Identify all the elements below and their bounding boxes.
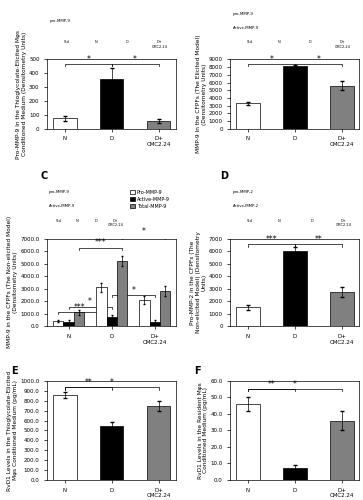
Text: ***: ***: [74, 302, 86, 312]
Bar: [241, 190, 258, 196]
Bar: [330, 86, 354, 129]
Y-axis label: Pro-MMP-9 In the Thioglycolate-Elicited Mφs
Conditioned Medium (Densitometry Uni: Pro-MMP-9 In the Thioglycolate-Elicited …: [16, 30, 27, 158]
Bar: [88, 18, 105, 24]
Text: F: F: [194, 366, 201, 376]
Bar: [100, 79, 123, 129]
Text: D+
CMC2.24: D+ CMC2.24: [151, 40, 167, 49]
Text: D+
CMC2.24: D+ CMC2.24: [107, 218, 123, 228]
Text: *: *: [142, 227, 146, 236]
Text: ***: ***: [266, 235, 277, 244]
Bar: [54, 190, 64, 196]
Y-axis label: MMP-9 In the CFPFs (The Elicited Model)
(Densitometry Units): MMP-9 In the CFPFs (The Elicited Model) …: [196, 35, 207, 154]
Text: *: *: [133, 54, 137, 64]
Bar: [283, 468, 307, 480]
Y-axis label: RvD1 Levels in the Resident Mφs
Conditioned Medium (pg/mL): RvD1 Levels in the Resident Mφs Conditio…: [197, 382, 208, 479]
Text: *: *: [317, 54, 320, 64]
Bar: [110, 190, 121, 196]
Text: Active-MMP-9: Active-MMP-9: [233, 26, 259, 30]
Text: D: D: [126, 40, 129, 44]
Text: Std: Std: [247, 218, 253, 222]
Y-axis label: MMP-9 in the CFPFs (The Non-elicited Model)
(Densitometry Units): MMP-9 in the CFPFs (The Non-elicited Mod…: [7, 216, 18, 348]
Text: pro-MMP-2: pro-MMP-2: [233, 190, 254, 194]
Bar: [303, 204, 320, 208]
Bar: [106, 318, 117, 326]
Text: Std: Std: [56, 218, 62, 222]
Bar: [303, 190, 320, 196]
Text: **: **: [314, 235, 322, 244]
Bar: [58, 18, 75, 24]
Bar: [74, 312, 84, 326]
Bar: [150, 322, 160, 326]
Text: *: *: [131, 286, 135, 294]
Text: *: *: [269, 54, 273, 64]
Bar: [53, 322, 64, 326]
Bar: [147, 406, 170, 480]
Bar: [54, 204, 64, 208]
Text: Std: Std: [64, 40, 70, 44]
Bar: [96, 288, 106, 326]
Bar: [236, 104, 260, 129]
Text: pro-MMP-9: pro-MMP-9: [50, 19, 71, 23]
Bar: [271, 204, 288, 208]
Text: N: N: [278, 218, 281, 222]
Text: D: D: [95, 218, 97, 222]
Y-axis label: Pro-MMP-2 in the CFPFs (The
Non-elicited Model) (Densitometry
Units): Pro-MMP-2 in the CFPFs (The Non-elicited…: [190, 232, 207, 334]
Bar: [117, 261, 127, 326]
Bar: [335, 204, 352, 208]
Bar: [271, 190, 288, 196]
Bar: [64, 322, 74, 326]
Bar: [91, 190, 101, 196]
Text: pro-MMP-9: pro-MMP-9: [233, 12, 254, 16]
Bar: [139, 300, 150, 326]
Text: *: *: [88, 297, 92, 306]
Text: B: B: [224, 0, 231, 2]
Text: *: *: [110, 378, 114, 387]
Bar: [100, 426, 123, 480]
Text: ***: ***: [95, 238, 106, 248]
Bar: [335, 190, 352, 196]
Text: **: **: [268, 380, 275, 388]
Bar: [302, 12, 319, 17]
Bar: [283, 251, 307, 326]
Bar: [330, 420, 354, 480]
Bar: [236, 404, 260, 480]
Bar: [72, 190, 82, 196]
Text: *: *: [86, 54, 90, 64]
Bar: [236, 308, 260, 326]
Bar: [271, 12, 288, 17]
Text: D+
CMC2.24: D+ CMC2.24: [336, 218, 352, 228]
Text: Active-MMP-2: Active-MMP-2: [233, 204, 259, 208]
Bar: [241, 204, 258, 208]
Text: Std: Std: [247, 40, 253, 44]
Text: E: E: [11, 366, 18, 376]
Bar: [151, 18, 168, 24]
Text: Active-MMP-9: Active-MMP-9: [49, 204, 75, 208]
Text: *: *: [293, 380, 297, 388]
Bar: [283, 66, 307, 129]
Text: A: A: [41, 0, 48, 2]
Y-axis label: RvD1 Levels in the Thioglycolate-Elicited
Mφs Conditioned Medium (pg/mL): RvD1 Levels in the Thioglycolate-Elicite…: [7, 370, 18, 490]
Text: D: D: [310, 218, 313, 222]
Text: **: **: [84, 378, 92, 387]
Text: N: N: [278, 40, 281, 44]
Text: D+
CMC2.24: D+ CMC2.24: [335, 40, 351, 49]
Bar: [147, 121, 170, 129]
Bar: [160, 291, 170, 326]
Bar: [91, 204, 101, 208]
Legend: Pro-MMP-9, Active-MMP-9, Total-MMP-9: Pro-MMP-9, Active-MMP-9, Total-MMP-9: [130, 190, 170, 208]
Bar: [241, 12, 258, 17]
Text: pro-MMP-9: pro-MMP-9: [49, 190, 70, 194]
Bar: [330, 292, 354, 326]
Bar: [334, 12, 351, 17]
Text: C: C: [41, 170, 48, 180]
Bar: [110, 204, 121, 208]
Bar: [53, 395, 77, 480]
Text: N: N: [75, 218, 78, 222]
Text: D: D: [220, 170, 228, 180]
Text: N: N: [95, 40, 98, 44]
Text: D: D: [309, 40, 312, 44]
Bar: [119, 18, 135, 24]
Bar: [53, 118, 77, 129]
